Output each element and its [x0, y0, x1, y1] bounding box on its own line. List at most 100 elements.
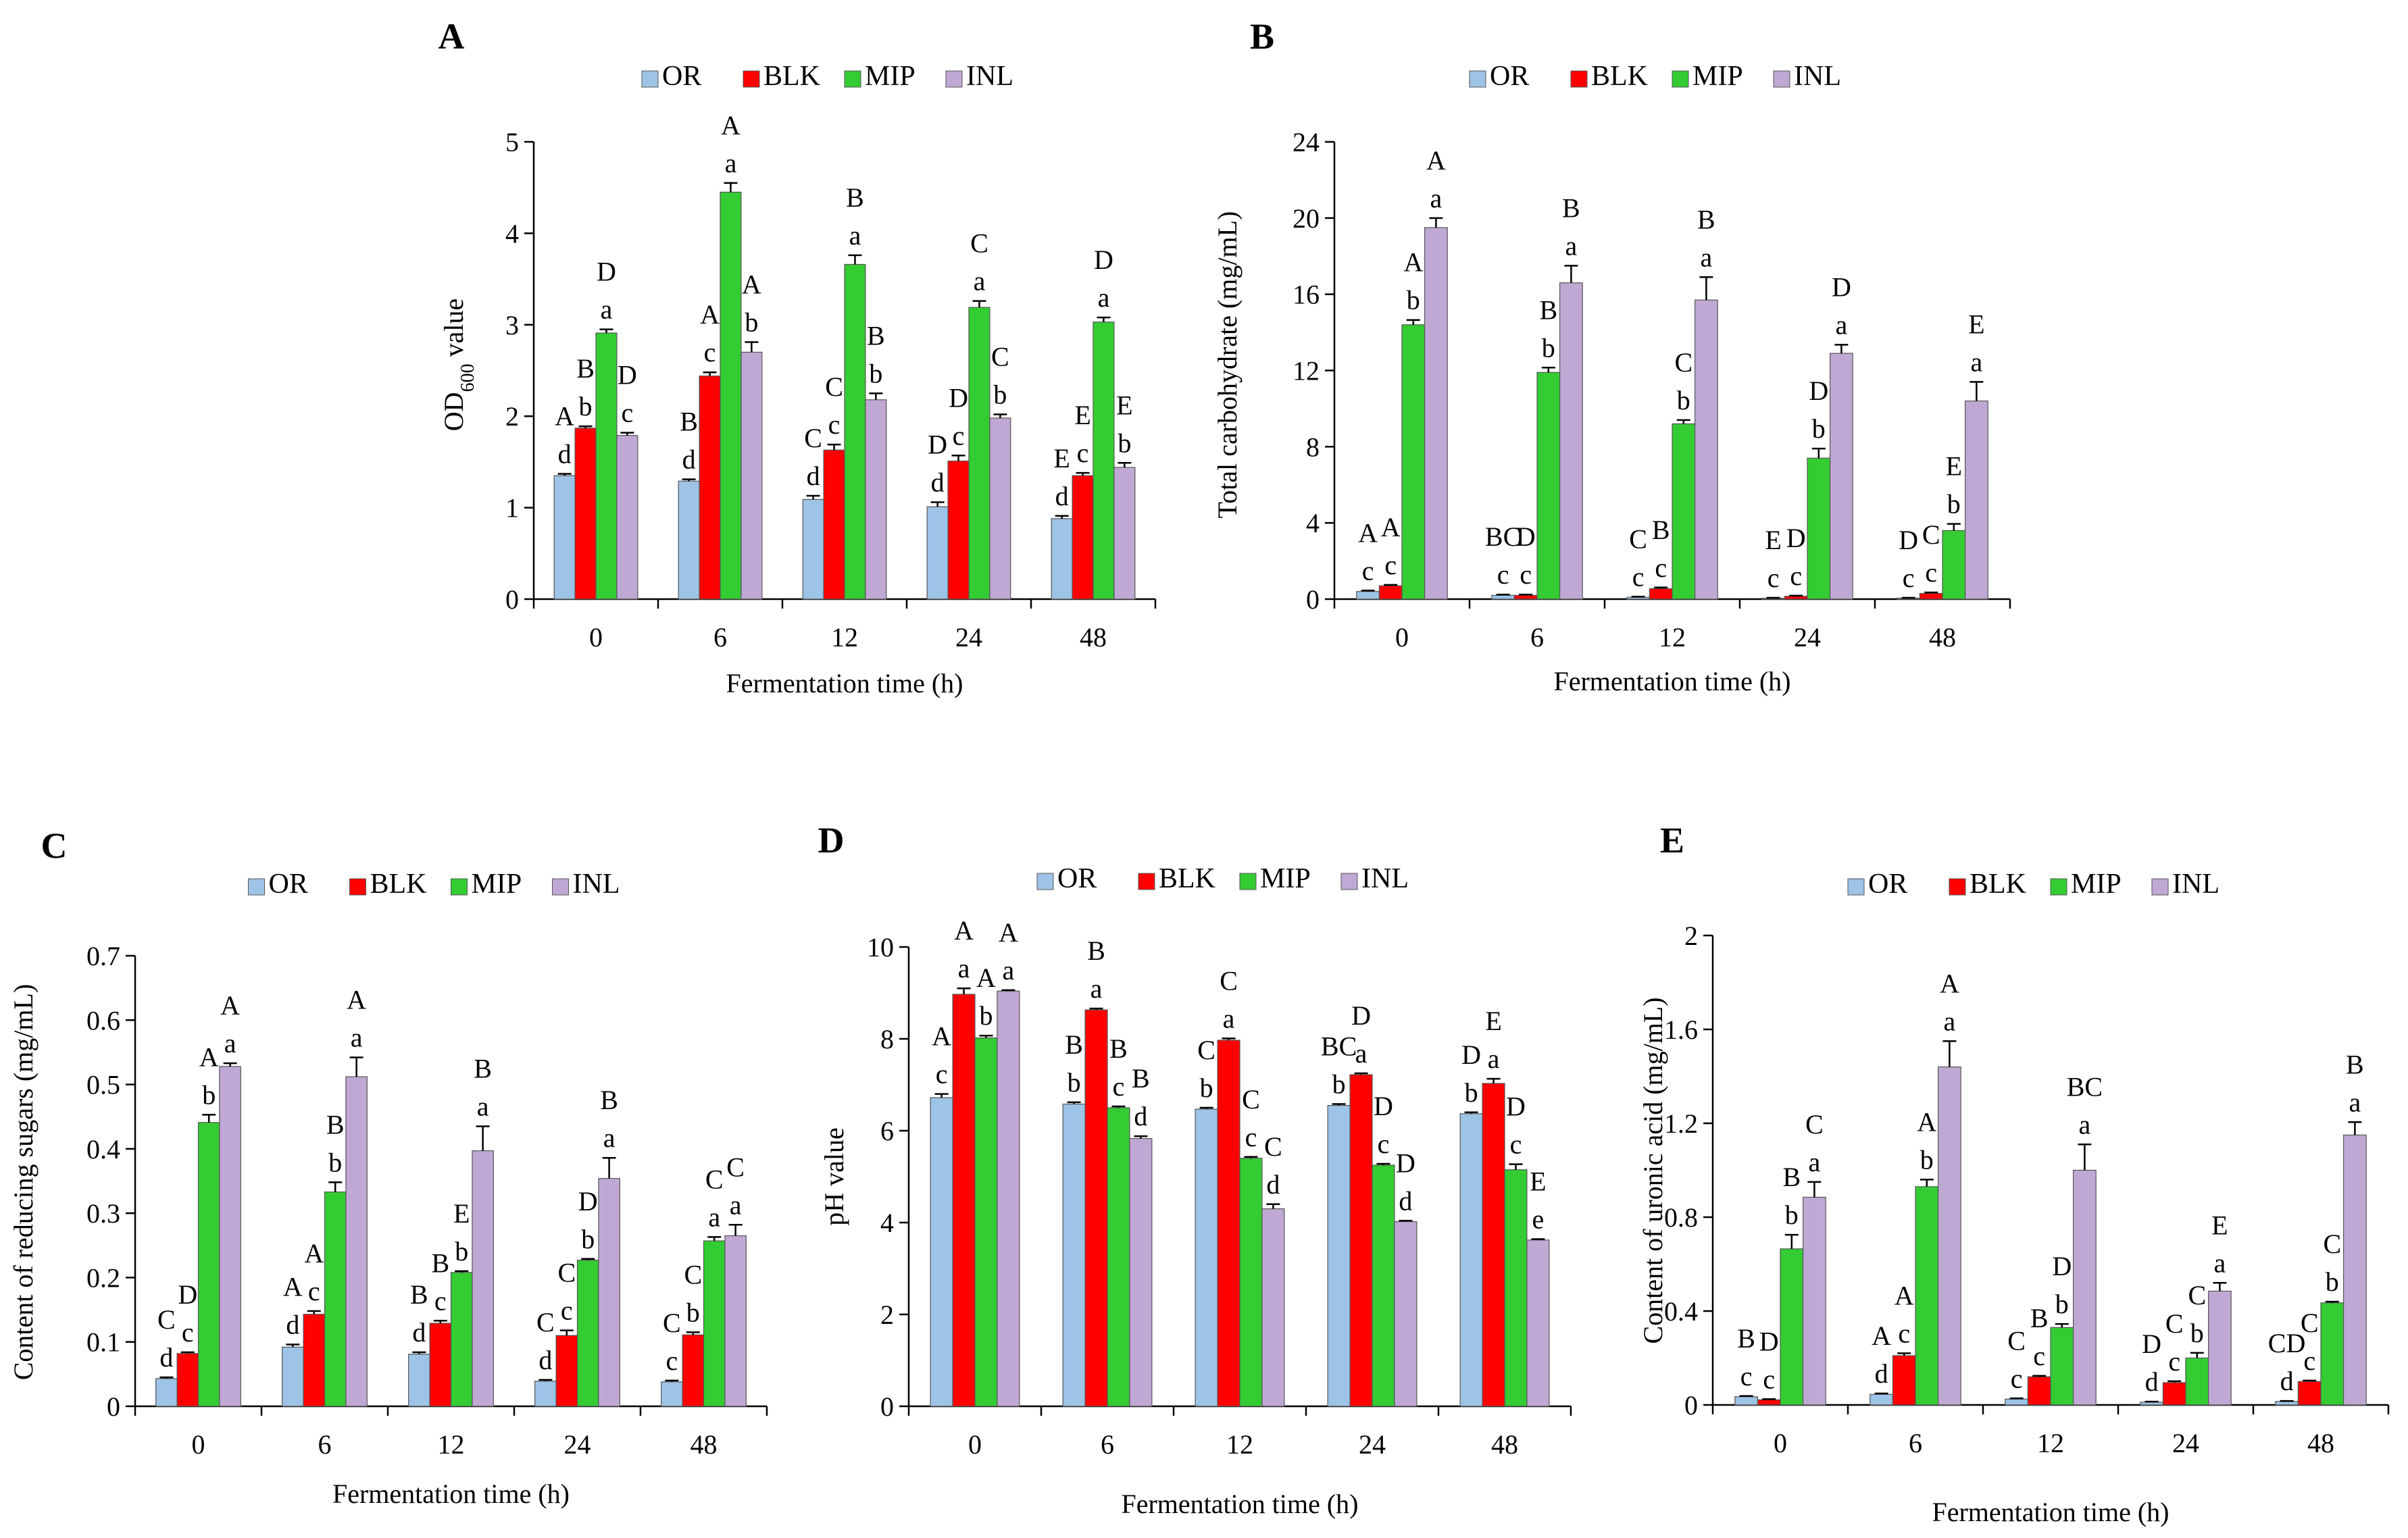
significance-label: bD [1461, 1040, 1481, 1108]
error-bar [2009, 1398, 2024, 1400]
significance-letter-lower: a [1090, 973, 1103, 1004]
significance-letter-lower: c [1497, 559, 1509, 590]
significance-label: cC [2165, 1308, 2184, 1377]
significance-letter-upper: A [742, 270, 761, 300]
legend-swatch-inl [945, 70, 963, 88]
error-bar [1631, 596, 1645, 598]
error-bar [1811, 447, 1826, 459]
significance-letter-lower: b [1947, 489, 1961, 519]
significance-label: cC [825, 371, 843, 440]
error-bar [686, 1331, 700, 1335]
significance-letter-lower: e [1532, 1204, 1545, 1234]
bar-or-6h [282, 1346, 304, 1407]
error-bar [1097, 316, 1111, 322]
significance-label: aA [721, 110, 741, 178]
legend-label-or: OR [662, 61, 701, 92]
x-axis-title: Fermentation time (h) [1121, 1489, 1358, 1519]
y-tick-label: 0.4 [1664, 1296, 1698, 1327]
significance-label: cD [949, 382, 968, 451]
significance-label: dB [680, 407, 698, 475]
significance-letter-lower: b [1068, 1067, 1081, 1098]
significance-letter-upper: B [1065, 1029, 1083, 1060]
significance-letter-lower: c [1763, 1364, 1775, 1394]
bar-inl-12h [1695, 299, 1718, 600]
error-bar [1134, 1135, 1148, 1139]
bar-or-0h [155, 1378, 178, 1407]
significance-label: dC [1264, 1131, 1282, 1200]
error-bar [1784, 1233, 1799, 1249]
significance-letter-lower: d [538, 1345, 552, 1375]
y-tick-label: 0.5 [86, 1070, 120, 1100]
bar-inl-24h [2208, 1290, 2232, 1406]
bar-blk-24h [1349, 1074, 1373, 1407]
legend-swatch-inl [1340, 873, 1358, 890]
significance-letter-lower: c [666, 1345, 678, 1376]
significance-letter-upper: B [867, 320, 885, 351]
legend-label-inl: INL [1361, 863, 1409, 894]
error-bar [1739, 1395, 1753, 1398]
legend-label-inl: INL [1794, 61, 1841, 92]
significance-label: bB [867, 320, 885, 388]
y-tick-label: 0 [1684, 1390, 1698, 1420]
significance-letter-lower: c [1898, 1318, 1910, 1349]
y-tick-label: 12 [1293, 356, 1320, 386]
error-bar [1199, 1106, 1213, 1110]
significance-label: d CD [2268, 1328, 2306, 1396]
significance-letter-lower: b [328, 1147, 342, 1177]
significance-letter-upper: B [1562, 193, 1580, 223]
significance-letter-upper: A [1358, 517, 1378, 548]
significance-letter-lower: a [1355, 1038, 1368, 1069]
x-tick-label: 12 [438, 1429, 465, 1460]
significance-label: dD [1396, 1148, 1415, 1216]
significance-letter-upper: A [555, 401, 574, 432]
significance-letter-upper: D [1396, 1148, 1415, 1178]
significance-label: dA [1872, 1321, 1891, 1389]
significance-label: aC [705, 1164, 724, 1232]
legend-label-or: OR [269, 869, 308, 900]
significance-letter-upper: A [283, 1272, 303, 1302]
significance-label: aE [1485, 1006, 1501, 1074]
significance-letter-upper: C [970, 228, 988, 259]
bar-blk-48h [2297, 1381, 2322, 1406]
bar-blk-0h [1378, 585, 1403, 600]
significance-letter-lower: d [682, 444, 696, 475]
significance-letter-lower: c [1113, 1071, 1125, 1102]
significance-letter-lower: a [1488, 1044, 1500, 1074]
significance-label: bB [1065, 1029, 1083, 1098]
significance-letter-lower: a [974, 266, 986, 297]
significance-label: aB [1087, 935, 1105, 1004]
y-tick-label: 0.2 [86, 1262, 120, 1293]
legend-label-mip: MIP [1692, 61, 1743, 92]
significance-letter-upper: C [1197, 1035, 1215, 1065]
significance-letter-upper: A [304, 1238, 324, 1268]
y-tick-label: 4 [1306, 508, 1320, 538]
significance-label: bD [1809, 376, 1828, 444]
x-tick-label: 48 [1080, 622, 1107, 652]
error-bar [1541, 367, 1555, 373]
significance-letter-lower: c [1767, 563, 1780, 593]
x-tick-label: 6 [1101, 1429, 1114, 1460]
significance-letter-lower: d [159, 1342, 173, 1373]
significance-label: aB [600, 1085, 618, 1153]
x-axis-title: Fermentation time (h) [332, 1479, 570, 1509]
significance-label: bE [1946, 451, 1962, 519]
significance-letter-upper: A [199, 1042, 219, 1072]
error-bar [1332, 1103, 1346, 1106]
bar-mip-6h [1107, 1107, 1130, 1407]
significance-letter-upper: E [1116, 390, 1132, 420]
significance-label: cB [1109, 1033, 1128, 1102]
significance-label: cC [1629, 523, 1647, 592]
significance-letter-upper: C [726, 1152, 745, 1182]
significance-label: aD [1094, 245, 1113, 313]
y-axis-title: Content of uronic acid (mg/mL) [1638, 997, 1668, 1343]
significance-label: bA [742, 270, 761, 338]
error-bar [806, 494, 820, 500]
legend-swatch-or [1847, 878, 1865, 896]
significance-label: cD [1759, 1326, 1779, 1394]
y-tick-label: 2 [880, 1300, 894, 1330]
bar-mip-48h [703, 1240, 726, 1407]
bar-inl-12h [1261, 1208, 1285, 1407]
legend-label-mip: MIP [472, 869, 522, 900]
bar-blk-48h [1919, 592, 1943, 600]
significance-letter-upper: D [597, 257, 616, 287]
